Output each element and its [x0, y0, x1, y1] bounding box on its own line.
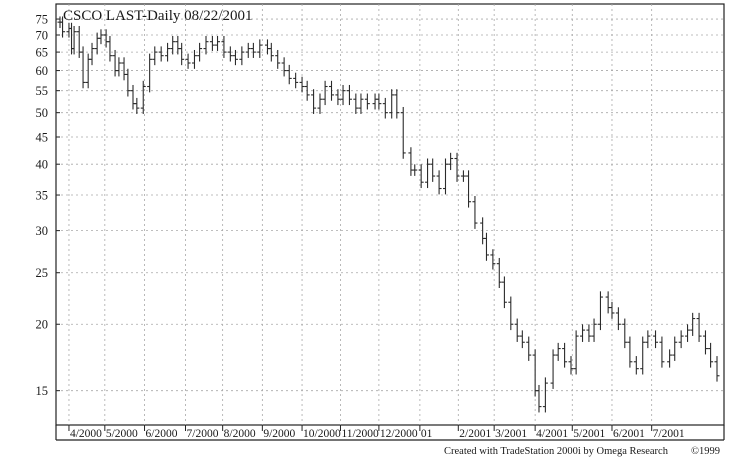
- x-tick-label: 6/2001: [613, 428, 645, 440]
- x-tick-label: 4/2000: [70, 428, 102, 440]
- x-tick-label: 5/2000: [106, 428, 138, 440]
- x-tick-label: 6/2000: [146, 428, 178, 440]
- y-tick-label: 70: [36, 28, 49, 42]
- x-tick-label: 7/2000: [187, 428, 219, 440]
- y-tick-label: 40: [36, 158, 49, 172]
- y-tick-label: 45: [36, 131, 49, 145]
- x-tick-label: 11/2000: [341, 428, 379, 440]
- x-axis-ticks: 4/2000 5/2000 6/2000 7/2000 8/2000 9/2000 10/2…: [68, 425, 685, 440]
- footer-credit: Created with TradeStation 2000i by Omega…: [444, 446, 668, 457]
- x-tick-label: 2/2001: [459, 428, 491, 440]
- y-tick-label: 50: [36, 106, 49, 120]
- y-tick-label: 15: [36, 384, 49, 398]
- x-tick-label: 5/2001: [573, 428, 605, 440]
- x-tick-label: 8/2000: [224, 428, 256, 440]
- x-tick-label: 3/2001: [495, 428, 527, 440]
- y-tick-label: 25: [36, 266, 49, 280]
- price-bars: [57, 16, 720, 413]
- plot-frame: [55, 3, 725, 426]
- y-tick-label: 60: [36, 64, 49, 78]
- grid-lines: [56, 4, 724, 425]
- x-tick-label: 4/2001: [536, 428, 568, 440]
- y-tick-label: 30: [36, 224, 49, 238]
- x-tick-label: 01: [421, 428, 433, 440]
- x-tick-label: 12/2000: [380, 428, 418, 440]
- x-tick-label: 10/2000: [303, 428, 341, 440]
- y-tick-label: 55: [36, 84, 49, 98]
- chart-title: CSCO LAST-Daily 08/22/2001: [63, 8, 252, 24]
- y-tick-label: 65: [36, 46, 49, 60]
- y-tick-label: 20: [36, 318, 49, 332]
- y-tick-label: 35: [36, 189, 49, 203]
- y-tick-label: 75: [36, 13, 49, 27]
- x-tick-label: 7/2001: [653, 428, 685, 440]
- footer-copyright: ©1999: [691, 446, 720, 457]
- x-tick-label: 9/2000: [263, 428, 295, 440]
